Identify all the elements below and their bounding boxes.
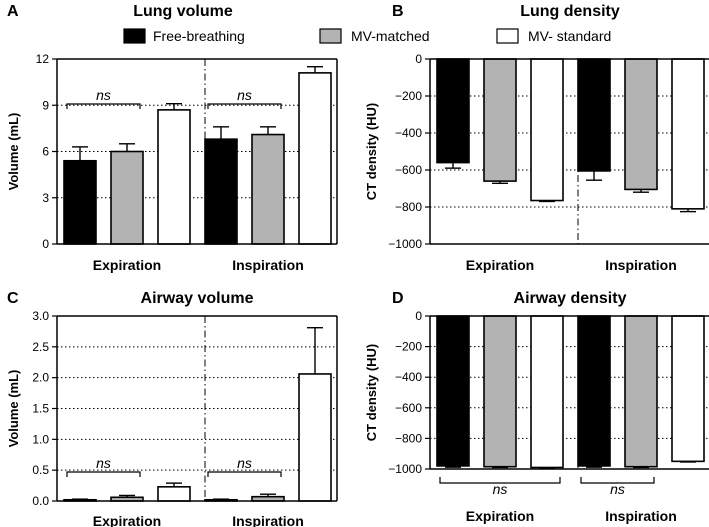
bar-mv-matched-inspiration bbox=[252, 135, 284, 244]
panel-label: D bbox=[392, 290, 404, 307]
legend-swatch-mv-standard bbox=[497, 29, 518, 43]
bar-mv-standard-expiration bbox=[531, 59, 563, 201]
bar-free-breathing-inspiration bbox=[578, 59, 610, 171]
chart-title: Airway density bbox=[514, 290, 627, 307]
y-tick-label: 0 bbox=[415, 309, 422, 323]
y-tick-label: 0.0 bbox=[32, 494, 49, 508]
bar-mv-matched-expiration bbox=[111, 152, 143, 245]
panel-label: B bbox=[392, 3, 404, 20]
y-axis-label: CT density (HU) bbox=[364, 103, 379, 201]
category-label: Expiration bbox=[466, 508, 534, 524]
bar-free-breathing-inspiration bbox=[205, 139, 237, 244]
bar-free-breathing-inspiration bbox=[578, 316, 610, 466]
y-tick-label: 0.5 bbox=[32, 463, 49, 477]
y-tick-label: 9 bbox=[42, 98, 49, 112]
legend-label-mv-matched: MV-matched bbox=[351, 28, 430, 44]
legend-swatch-mv-matched bbox=[320, 29, 341, 43]
bar-mv-standard-inspiration bbox=[299, 73, 331, 244]
y-tick-label: 0 bbox=[42, 237, 49, 251]
legend: Free-breathing MV-matched MV- standard bbox=[124, 28, 611, 44]
significance-label: ns bbox=[493, 481, 508, 497]
significance-label: ns bbox=[237, 87, 252, 103]
legend-label-free-breathing: Free-breathing bbox=[153, 28, 245, 44]
y-axis-label: Volume (mL) bbox=[6, 370, 21, 448]
category-label: Inspiration bbox=[232, 513, 304, 527]
y-tick-label: −200 bbox=[395, 340, 422, 354]
significance-label: ns bbox=[610, 481, 625, 497]
category-label: Inspiration bbox=[605, 257, 677, 273]
category-label: Inspiration bbox=[605, 508, 677, 524]
bar-mv-standard-expiration bbox=[158, 487, 190, 501]
chart-title: Lung density bbox=[520, 3, 620, 20]
bar-mv-standard-inspiration bbox=[672, 316, 704, 461]
bar-mv-standard-expiration bbox=[531, 316, 563, 467]
y-tick-label: −800 bbox=[395, 200, 422, 214]
y-tick-label: −800 bbox=[395, 431, 422, 445]
y-tick-label: −200 bbox=[395, 89, 422, 103]
y-tick-label: 2.5 bbox=[32, 340, 49, 354]
panel-label: C bbox=[7, 290, 19, 307]
bar-free-breathing-expiration bbox=[437, 316, 469, 466]
legend-label-mv-standard: MV- standard bbox=[528, 28, 611, 44]
y-tick-label: 3.0 bbox=[32, 309, 49, 323]
significance-label: ns bbox=[96, 87, 111, 103]
significance-bracket bbox=[208, 472, 281, 477]
y-tick-label: −400 bbox=[395, 370, 422, 384]
bar-free-breathing-expiration bbox=[64, 161, 96, 244]
category-label: Expiration bbox=[93, 513, 161, 527]
y-tick-label: −600 bbox=[395, 401, 422, 415]
bar-mv-matched-inspiration bbox=[625, 59, 657, 189]
panel-label: A bbox=[7, 3, 19, 20]
chart-title: Lung volume bbox=[133, 3, 233, 20]
bar-mv-matched-inspiration bbox=[625, 316, 657, 467]
y-tick-label: 1.5 bbox=[32, 402, 49, 416]
y-tick-label: −1000 bbox=[388, 237, 422, 251]
significance-label: ns bbox=[96, 455, 111, 471]
significance-label: ns bbox=[237, 455, 252, 471]
y-tick-label: −600 bbox=[395, 163, 422, 177]
bar-mv-standard-inspiration bbox=[299, 374, 331, 501]
panel-c: C Airway volume 0.0 0.5 1.0 1.5 2.0 2.5 3.0 Expir… bbox=[6, 290, 337, 527]
y-tick-label: 6 bbox=[42, 145, 49, 159]
y-axis-label: Volume (mL) bbox=[6, 113, 21, 191]
category-label: Expiration bbox=[466, 257, 534, 273]
y-axis-label: CT density (HU) bbox=[364, 344, 379, 442]
y-tick-label: −400 bbox=[395, 126, 422, 140]
y-tick-label: 12 bbox=[36, 52, 50, 66]
significance-bracket bbox=[67, 472, 140, 477]
bar-mv-matched-expiration bbox=[484, 316, 516, 467]
y-tick-label: 0 bbox=[415, 52, 422, 66]
bar-mv-standard-expiration bbox=[158, 110, 190, 244]
y-tick-label: 2.0 bbox=[32, 371, 49, 385]
y-tick-label: 3 bbox=[42, 191, 49, 205]
category-label: Inspiration bbox=[232, 257, 304, 273]
legend-swatch-free-breathing bbox=[124, 29, 145, 43]
y-tick-label: 1.0 bbox=[32, 432, 49, 446]
bar-free-breathing-expiration bbox=[437, 59, 469, 163]
chart-title: Airway volume bbox=[141, 290, 254, 307]
bar-mv-matched-expiration bbox=[484, 59, 516, 181]
y-tick-label: −1000 bbox=[388, 462, 422, 476]
category-label: Expiration bbox=[93, 257, 161, 273]
panel-d: D Airway density 0 −200 −400 −600 −800 −1000 Exp… bbox=[364, 290, 709, 524]
bar-mv-standard-inspiration bbox=[672, 59, 704, 209]
figure: Free-breathing MV-matched MV- standard A… bbox=[0, 0, 709, 527]
